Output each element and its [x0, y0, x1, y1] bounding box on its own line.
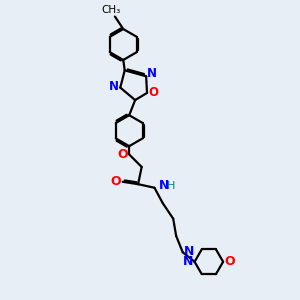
Text: N: N — [184, 245, 194, 258]
Text: N: N — [159, 179, 169, 193]
Text: N: N — [109, 80, 119, 93]
Text: CH₃: CH₃ — [101, 5, 120, 15]
Text: O: O — [148, 86, 159, 99]
Text: O: O — [224, 255, 235, 268]
Text: H: H — [167, 181, 176, 191]
Text: O: O — [117, 148, 128, 161]
Text: O: O — [111, 175, 122, 188]
Text: N: N — [147, 67, 157, 80]
Text: N: N — [183, 255, 193, 268]
